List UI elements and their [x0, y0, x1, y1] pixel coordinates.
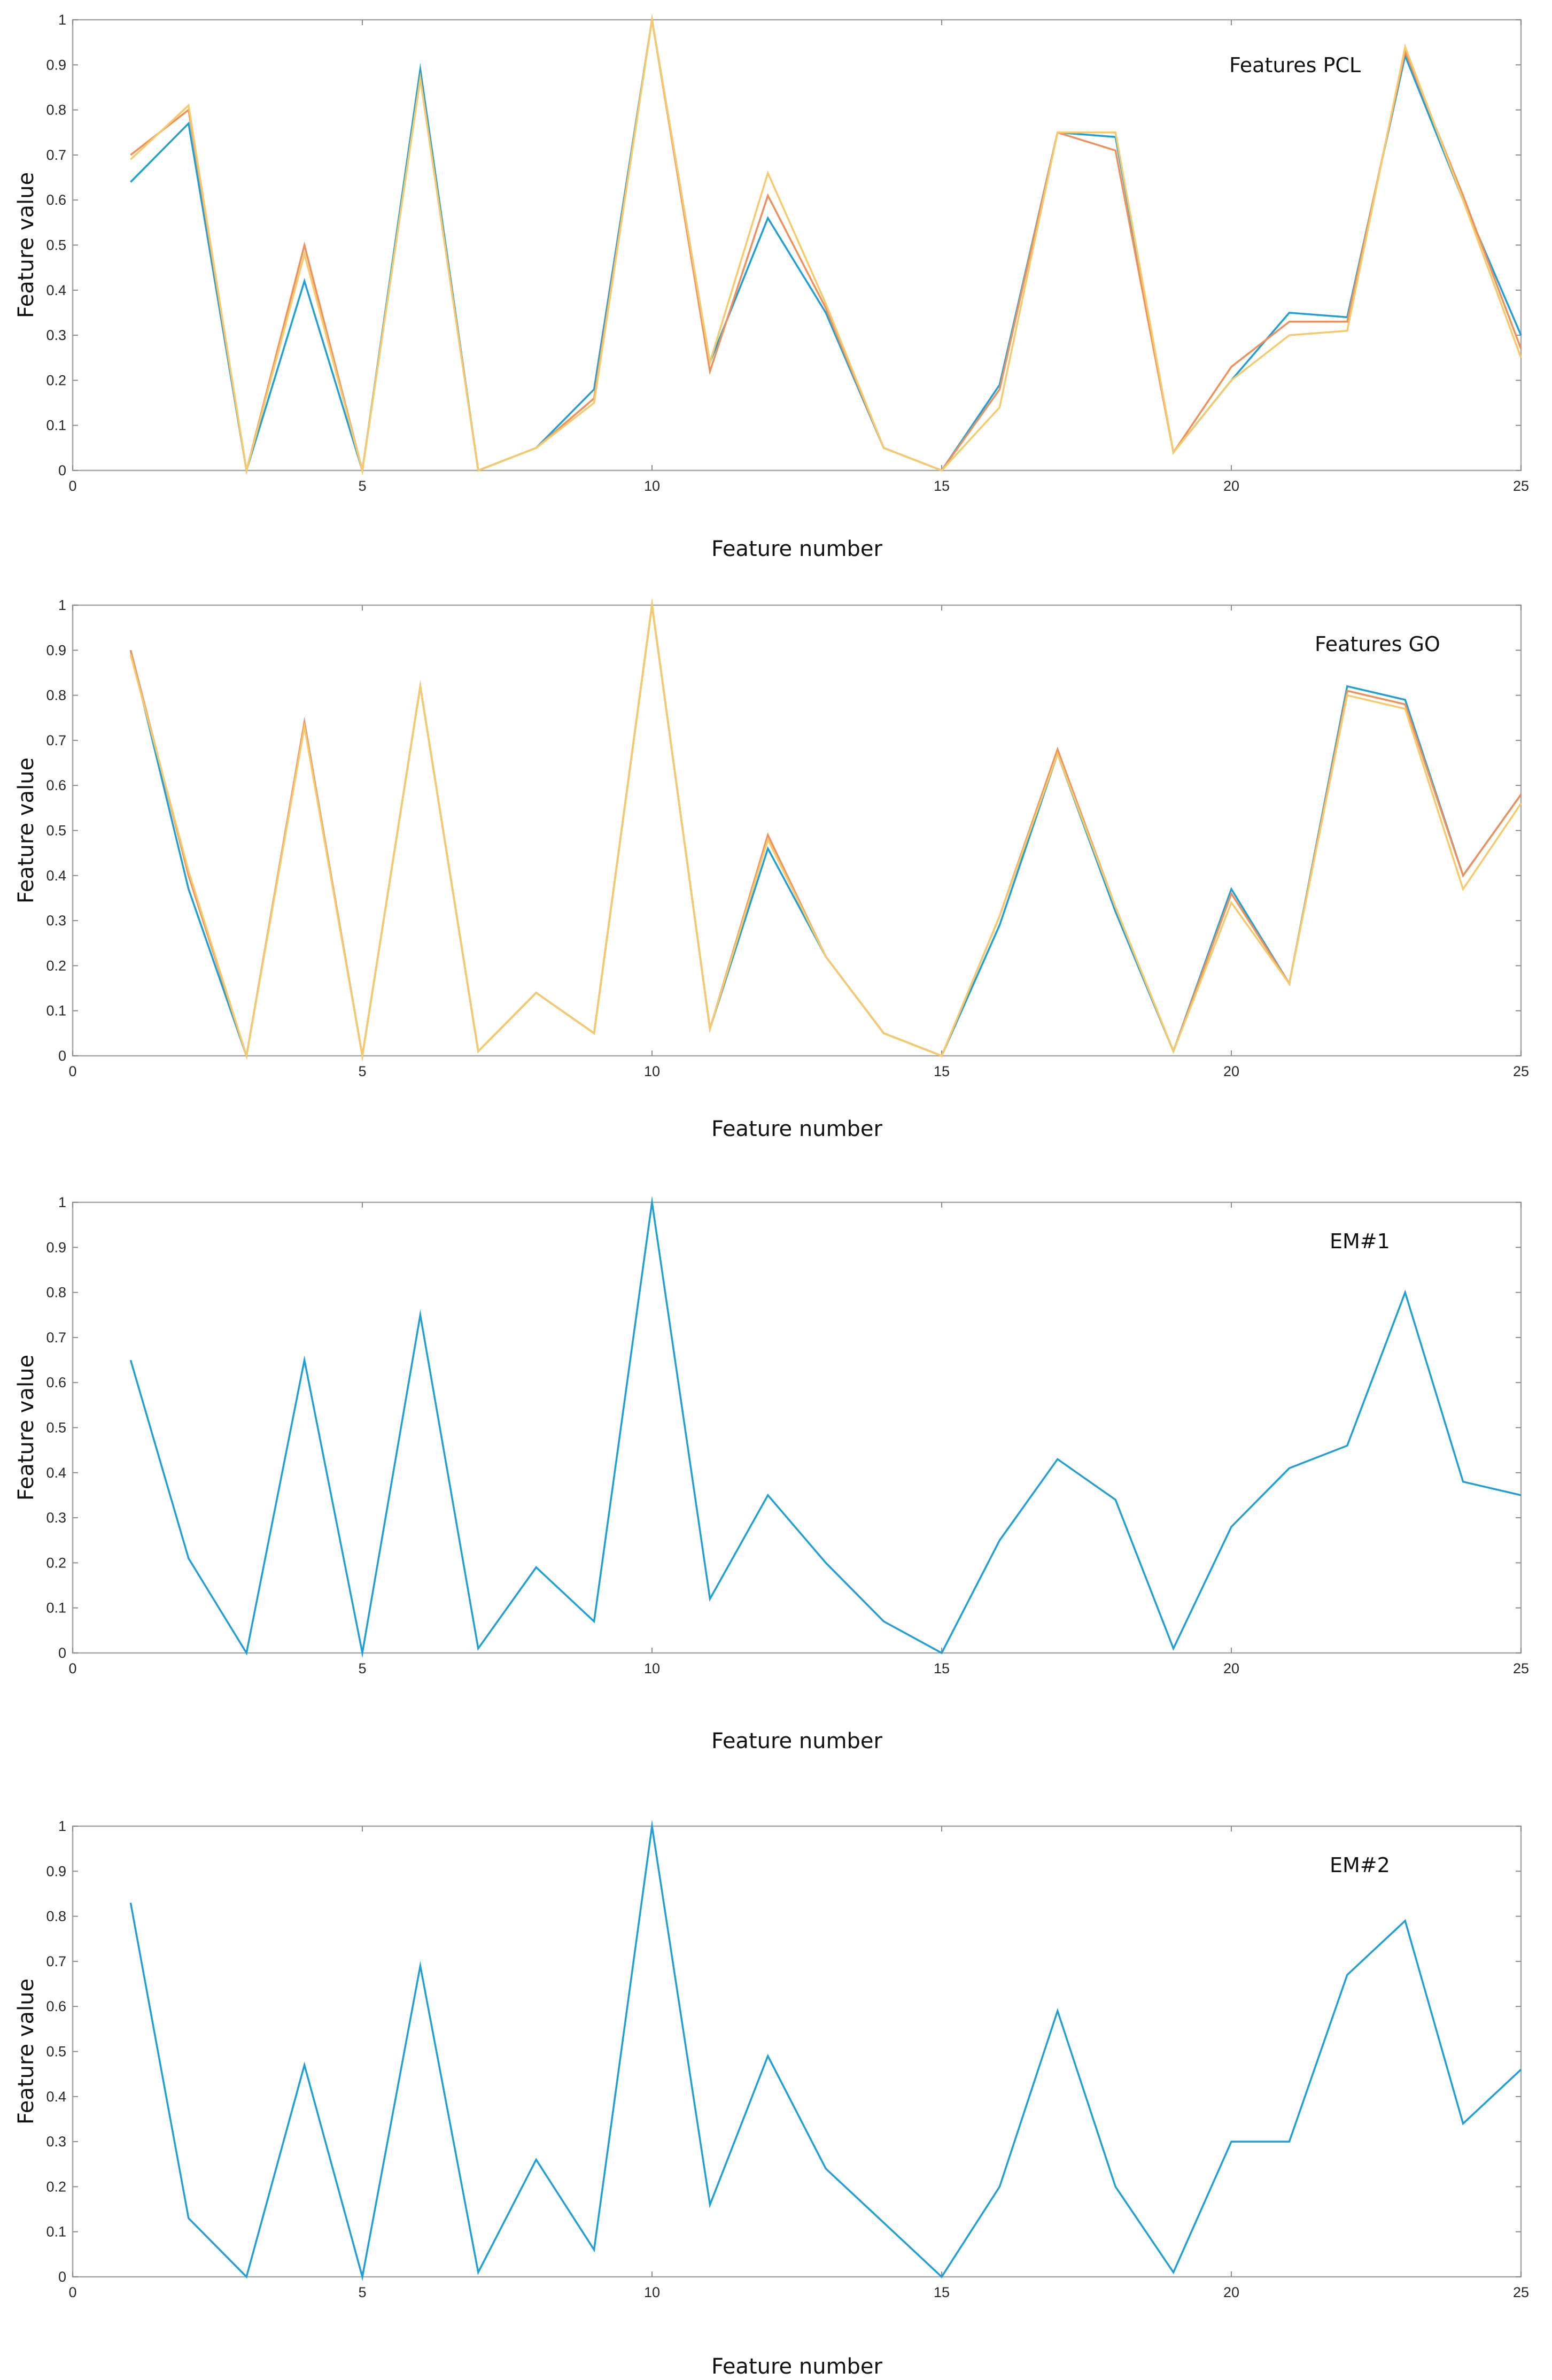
series-line-3: [129, 598, 1522, 1062]
x-axis-label: Feature number: [711, 2354, 883, 2379]
chart-title: Features PCL: [1229, 53, 1361, 77]
y-tick-label: 0.1: [46, 1600, 66, 1616]
y-tick-label: 0.5: [46, 2044, 66, 2060]
x-tick-label: 10: [644, 2284, 660, 2300]
y-tick-label: 0.2: [46, 2178, 66, 2194]
plot-area: [72, 1825, 1522, 2278]
x-tick-label: 0: [68, 478, 76, 494]
series-line-3: [130, 13, 1522, 475]
x-tick-label: 25: [1513, 1063, 1529, 1079]
chart-title: EM#1: [1330, 1230, 1390, 1253]
y-tick-label: 0.5: [46, 1420, 66, 1436]
x-tick-label: 25: [1513, 1660, 1529, 1676]
y-tick-label: 0.6: [46, 1374, 66, 1390]
y-tick-label: 0.3: [46, 2134, 66, 2150]
plot-area: [72, 19, 1522, 472]
y-tick-label: 0: [58, 462, 66, 478]
x-tick-label: 20: [1223, 478, 1239, 494]
x-tick-label: 0: [68, 1063, 76, 1079]
x-tick-label: 15: [934, 1063, 950, 1079]
x-tick-label: 15: [934, 478, 950, 494]
y-tick-label: 0.4: [46, 2089, 66, 2105]
chart-title: Features GO: [1315, 632, 1440, 656]
x-tick-label: 0: [68, 1660, 76, 1676]
x-tick-label: 5: [358, 478, 366, 494]
y-axis-label: Feature value: [14, 1979, 38, 2124]
y-tick-label: 1: [58, 12, 66, 28]
y-tick-label: 1: [58, 597, 66, 613]
chart-panel-4: 00.10.20.30.40.50.60.70.80.910 5 10 15 20 25E…: [14, 1818, 1529, 2379]
x-axis-label: Feature number: [711, 537, 883, 561]
y-tick-label: 0.5: [46, 237, 66, 253]
y-tick-label: 0.1: [46, 2224, 66, 2240]
y-tick-label: 0.8: [46, 102, 66, 118]
x-tick-label: 5: [358, 2284, 366, 2300]
y-axis-label: Feature value: [14, 1355, 38, 1501]
y-tick-label: 0.2: [46, 957, 66, 973]
y-tick-label: 0.3: [46, 1510, 66, 1526]
series-line-1: [129, 1819, 1522, 2281]
y-tick-label: 0.6: [46, 777, 66, 793]
chart-panel-2: 00.10.20.30.40.50.60.70.80.910 5 10 15 20 25F…: [14, 597, 1529, 1141]
x-tick-label: 25: [1513, 478, 1529, 494]
y-tick-label: 1: [58, 1194, 66, 1210]
plot-area: [72, 604, 1522, 1057]
y-tick-label: 0.5: [46, 823, 66, 839]
y-tick-label: 0.4: [46, 868, 66, 884]
x-tick-label: 10: [644, 1660, 660, 1676]
y-tick-label: 1: [58, 1818, 66, 1834]
x-axis-label: Feature number: [711, 1729, 883, 1753]
series-line-1: [129, 1195, 1522, 1658]
x-tick-label: 5: [358, 1660, 366, 1676]
x-tick-label: 20: [1223, 2284, 1239, 2300]
y-tick-label: 0.8: [46, 687, 66, 704]
y-tick-label: 0.8: [46, 1285, 66, 1301]
x-tick-label: 20: [1223, 1660, 1239, 1676]
y-tick-label: 0: [58, 1048, 66, 1064]
y-tick-label: 0.7: [46, 1330, 66, 1346]
chart-title: EM#2: [1330, 1853, 1390, 1877]
x-axis-label: Feature number: [711, 1117, 883, 1141]
y-tick-label: 0.1: [46, 418, 66, 434]
y-tick-label: 0.3: [46, 327, 66, 343]
y-tick-label: 0.2: [46, 372, 66, 388]
x-tick-label: 5: [358, 1063, 366, 1079]
y-tick-label: 0.8: [46, 1908, 66, 1925]
x-tick-label: 0: [68, 2284, 76, 2300]
chart-panel-3: 00.10.20.30.40.50.60.70.80.910 5 10 15 20 25E…: [14, 1194, 1529, 1753]
x-tick-label: 10: [644, 1063, 660, 1079]
y-tick-label: 0.9: [46, 57, 66, 73]
y-tick-label: 0.3: [46, 913, 66, 929]
x-tick-label: 15: [934, 1660, 950, 1676]
y-tick-label: 0.6: [46, 1998, 66, 2014]
x-tick-label: 15: [934, 2284, 950, 2300]
y-axis-label: Feature value: [14, 758, 38, 903]
plot-area: [72, 1201, 1522, 1654]
y-tick-label: 0: [58, 1645, 66, 1661]
chart-panel-1: 00.10.20.30.40.50.60.70.80.910 5 10 15 20 25F…: [14, 12, 1529, 561]
x-tick-label: 10: [644, 478, 660, 494]
y-tick-label: 0.9: [46, 1863, 66, 1879]
y-tick-label: 0.1: [46, 1003, 66, 1019]
y-tick-label: 0.9: [46, 1239, 66, 1255]
y-tick-label: 0.4: [46, 282, 66, 298]
y-tick-label: 0: [58, 2269, 66, 2285]
y-tick-label: 0.9: [46, 642, 66, 658]
x-tick-label: 25: [1513, 2284, 1529, 2300]
y-axis-label: Feature value: [14, 172, 38, 318]
y-tick-label: 0.7: [46, 732, 66, 748]
y-tick-label: 0.7: [46, 1953, 66, 1969]
y-tick-label: 0.2: [46, 1555, 66, 1571]
y-tick-label: 0.6: [46, 192, 66, 208]
y-tick-label: 0.4: [46, 1465, 66, 1481]
x-tick-label: 20: [1223, 1063, 1239, 1079]
y-tick-label: 0.7: [46, 147, 66, 163]
